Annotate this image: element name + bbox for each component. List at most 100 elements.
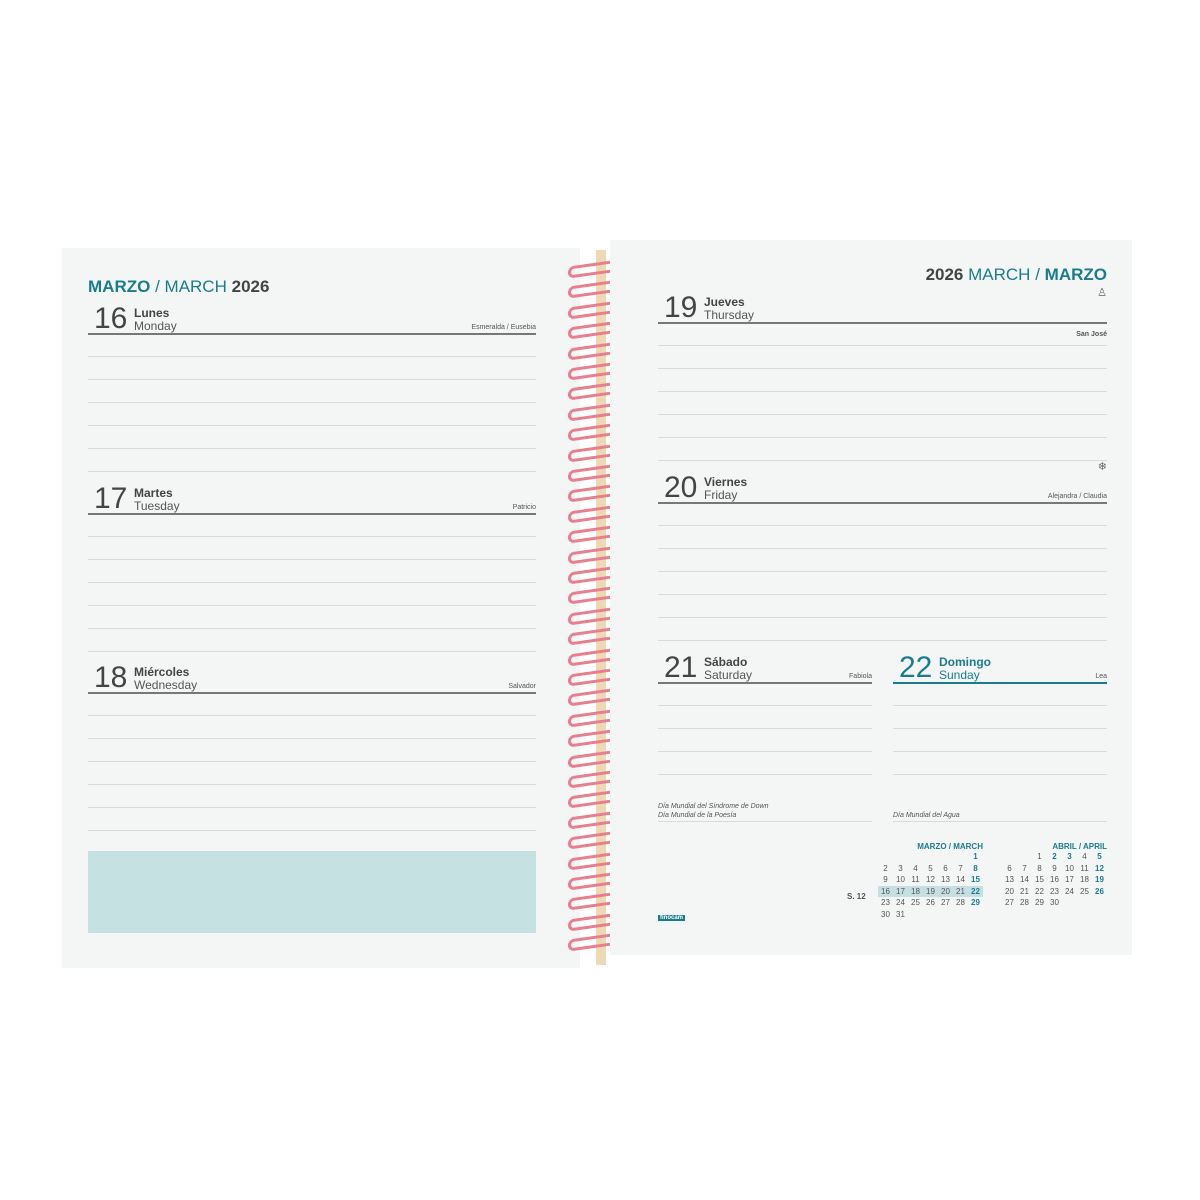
writing-line[interactable] [658,640,1107,641]
writing-line[interactable] [658,437,1107,438]
writing-line[interactable] [88,356,536,357]
writing-line[interactable] [893,774,1107,775]
writing-line[interactable] [893,751,1107,752]
calendar-day: 21 [953,885,968,897]
calendar-day: 20 [1005,886,1014,896]
writing-line[interactable] [658,548,1107,549]
brand-logo: finocam [658,915,686,921]
day-name-es: Viernes [704,475,748,489]
calendar-day: 16 [878,885,893,897]
calendar-day [1017,851,1032,863]
day-name-en: Thursday [704,308,755,322]
calendar-day: 21 [1020,886,1029,896]
writing-line[interactable] [88,559,536,560]
calendar-day: 15 [971,875,980,885]
day-name-es: Sábado [704,655,748,669]
writing-line[interactable] [658,751,872,752]
writing-line[interactable] [88,784,536,785]
writing-line[interactable] [88,582,536,583]
writing-line[interactable] [88,536,536,537]
day-number: 18 [94,661,128,694]
calendar-day: 8 [973,863,978,873]
left-page: MARZO / MARCH 2026 16 Lunes Monday Esmerald… [62,248,580,968]
writing-line[interactable] [88,761,536,762]
writing-line[interactable] [88,605,536,606]
writing-line[interactable] [893,821,1107,822]
note: Día Mundial de la Poesía [658,812,737,819]
writing-line[interactable] [658,705,872,706]
writing-line[interactable] [88,471,536,472]
right-page: 2026 MARCH / MARZO Día Mundial del Síndr… [610,240,1132,955]
writing-line[interactable] [658,391,1107,392]
day-21-notes: Día Mundial del Síndrome de Down Día Mun… [658,802,769,820]
calendar-day: 23 [1050,886,1059,896]
calendar-day: 29 [1035,898,1044,908]
calendar-day: 17 [1065,875,1074,885]
writing-line[interactable] [658,525,1107,526]
calendar-day: 9 [883,875,888,885]
writing-line[interactable] [88,402,536,403]
day-divider [658,682,872,684]
writing-line[interactable] [658,368,1107,369]
year: 2026 [925,265,964,284]
calendar-day: 11 [911,875,920,885]
calendar-day [1002,851,1017,863]
day-number: 21 [664,651,698,684]
calendar-week: 23 24 25 26 27 28 29 [878,897,983,909]
writing-line[interactable] [658,460,1107,461]
writing-line[interactable] [893,705,1107,706]
writing-line[interactable] [88,807,536,808]
writing-line[interactable] [88,830,536,831]
calendar-day [1077,897,1092,909]
writing-line[interactable] [88,425,536,426]
writing-line[interactable] [658,728,872,729]
writing-line[interactable] [658,414,1107,415]
calendar-day: 5 [1097,852,1102,862]
calendar-day: 9 [1052,863,1057,873]
writing-line[interactable] [88,379,536,380]
day-divider [658,502,1107,504]
calendar-day: 30 [881,909,890,919]
day-header-17: 17 Martes Tuesday Patricio [88,484,536,515]
writing-line[interactable] [658,617,1107,618]
writing-line[interactable] [88,448,536,449]
day-divider [658,322,1107,324]
calendar-week: 1 [878,851,983,863]
day-name-es: Miércoles [134,665,190,679]
writing-line[interactable] [88,651,536,652]
calendar-day: 30 [1050,898,1059,908]
calendar-day [938,909,953,921]
writing-line[interactable] [658,345,1107,346]
calendar-day: 27 [941,898,950,908]
calendar-day: 2 [883,863,888,873]
calendar-week: 13 14 15 16 17 18 19 [1002,874,1107,886]
calendar-day: 25 [911,898,920,908]
day-name-es: Domingo [939,655,991,669]
calendar-day: 19 [1095,875,1104,885]
calendar-day: 1 [1037,852,1042,862]
day-header-19: 19 Jueves Thursday San José ♙ [658,287,1107,338]
calendar-day: 29 [971,898,980,908]
calendar-day: 28 [956,898,965,908]
year: 2026 [231,277,270,296]
calendar-day [923,909,938,921]
calendar-day: 7 [958,863,963,873]
writing-line[interactable] [88,738,536,739]
note-box[interactable] [88,851,536,933]
writing-line[interactable] [658,774,872,775]
calendar-day: 15 [1035,875,1044,885]
writing-line[interactable] [658,571,1107,572]
day-header-16: 16 Lunes Monday Esmeralda / Eusebia [88,304,536,335]
writing-line[interactable] [88,715,536,716]
writing-line[interactable] [893,728,1107,729]
person-icon: ♙ [1097,287,1107,299]
calendar-day: 24 [896,898,905,908]
writing-line[interactable] [658,594,1107,595]
day-name-en: Monday [134,319,177,333]
day-22-notes: Día Mundial del Agua [893,811,960,820]
day-header-20: 20 Viernes Friday Alejandra / Claudia ❄ [658,461,1107,504]
calendar-day: 20 [938,885,953,897]
writing-line[interactable] [658,821,872,822]
writing-line[interactable] [88,628,536,629]
